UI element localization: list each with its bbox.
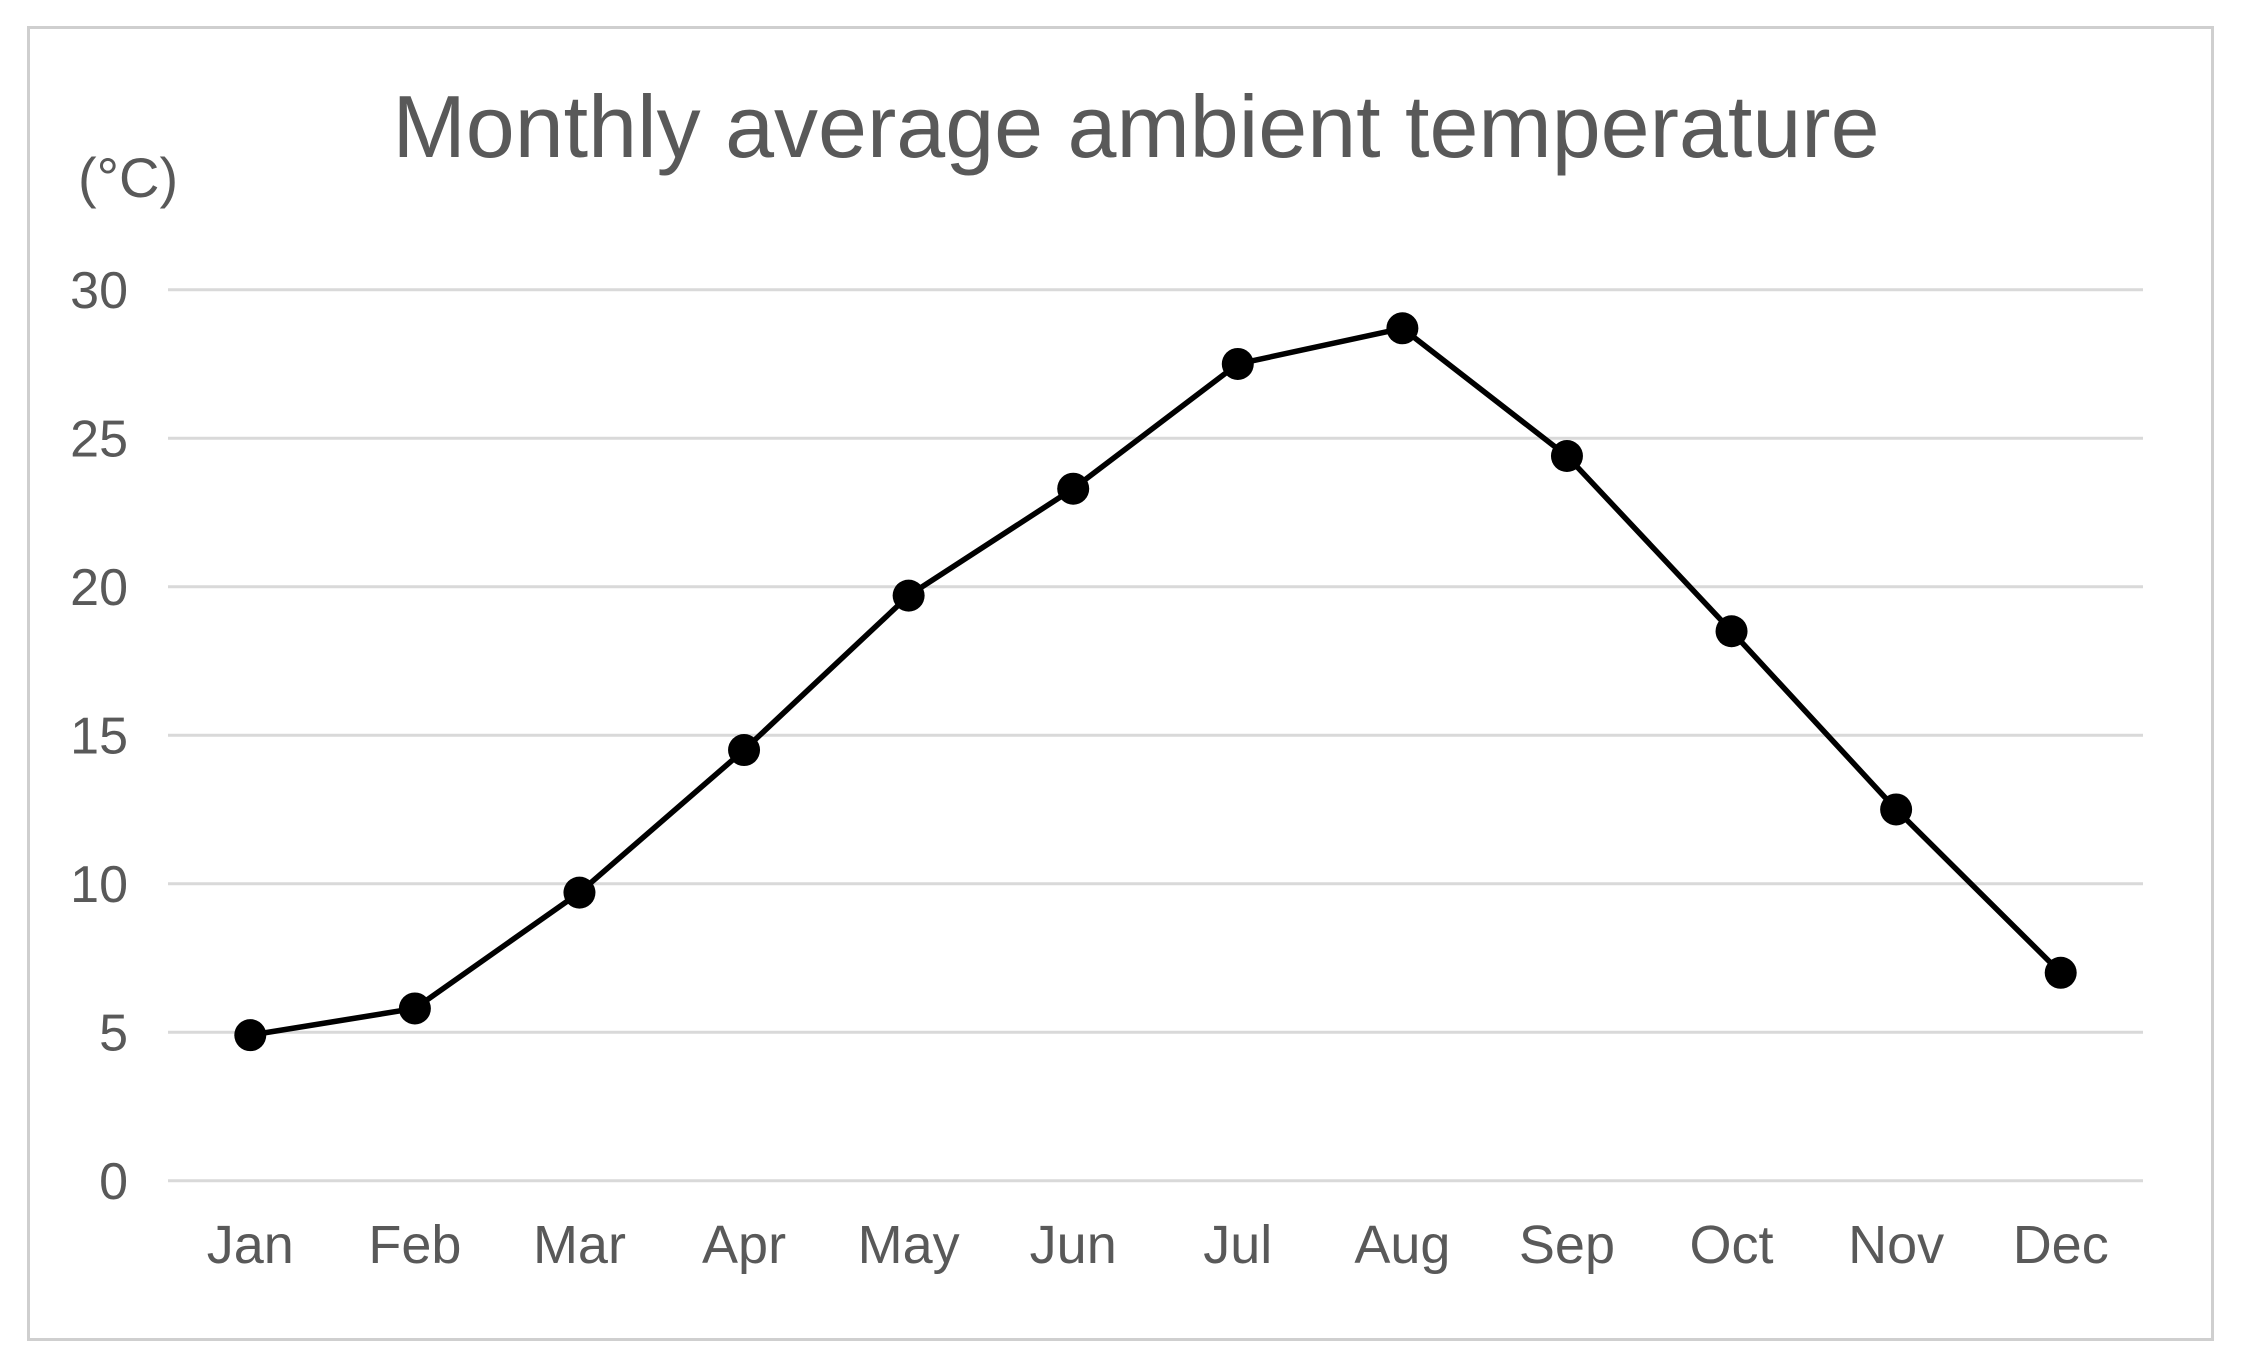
x-tick-label: Jan	[207, 1215, 294, 1275]
y-axis-tick-labels: 0 5 10 15 20 25 30	[70, 262, 128, 1211]
y-tick-label: 25	[70, 411, 128, 469]
gridlines	[168, 288, 2143, 1183]
data-point-nov	[1880, 793, 1913, 826]
data-point-feb	[398, 992, 431, 1025]
y-tick-label: 20	[70, 559, 128, 617]
y-tick-label: 0	[99, 1153, 128, 1211]
data-point-sep	[1550, 440, 1583, 473]
data-point-apr	[728, 734, 761, 767]
x-tick-label: Jul	[1203, 1215, 1272, 1275]
y-tick-label: 15	[70, 708, 128, 766]
chart-title: Monthly average ambient temperature	[392, 77, 1879, 176]
data-point-oct	[1715, 615, 1748, 648]
data-point-jan	[234, 1019, 267, 1052]
data-point-may	[892, 579, 925, 612]
chart-frame-border	[27, 26, 2214, 1341]
data-point-jun	[1057, 472, 1090, 505]
temperature-series	[234, 312, 2077, 1052]
x-tick-label: May	[858, 1215, 960, 1275]
x-tick-label: Sep	[1519, 1215, 1615, 1275]
y-tick-label: 30	[70, 262, 128, 320]
x-tick-label: Mar	[533, 1215, 626, 1275]
x-tick-label: Feb	[368, 1215, 461, 1275]
series-line	[247, 325, 2064, 1038]
x-tick-label: Apr	[702, 1215, 786, 1275]
data-point-dec	[2044, 956, 2077, 989]
x-axis-tick-labels: Jan Feb Mar Apr May Jun Jul Aug Sep Oct Nov Dec	[207, 1215, 2109, 1275]
y-tick-label: 10	[70, 856, 128, 914]
y-axis-unit-label: (°C)	[78, 146, 178, 209]
data-point-jul	[1221, 347, 1254, 380]
data-point-mar	[563, 876, 596, 909]
x-tick-label: Nov	[1848, 1215, 1944, 1275]
x-tick-label: Jun	[1030, 1215, 1117, 1275]
x-tick-label: Dec	[2013, 1215, 2109, 1275]
x-tick-label: Aug	[1354, 1215, 1450, 1275]
y-tick-label: 5	[99, 1005, 128, 1063]
data-point-aug	[1386, 312, 1419, 345]
x-tick-label: Oct	[1690, 1215, 1774, 1275]
